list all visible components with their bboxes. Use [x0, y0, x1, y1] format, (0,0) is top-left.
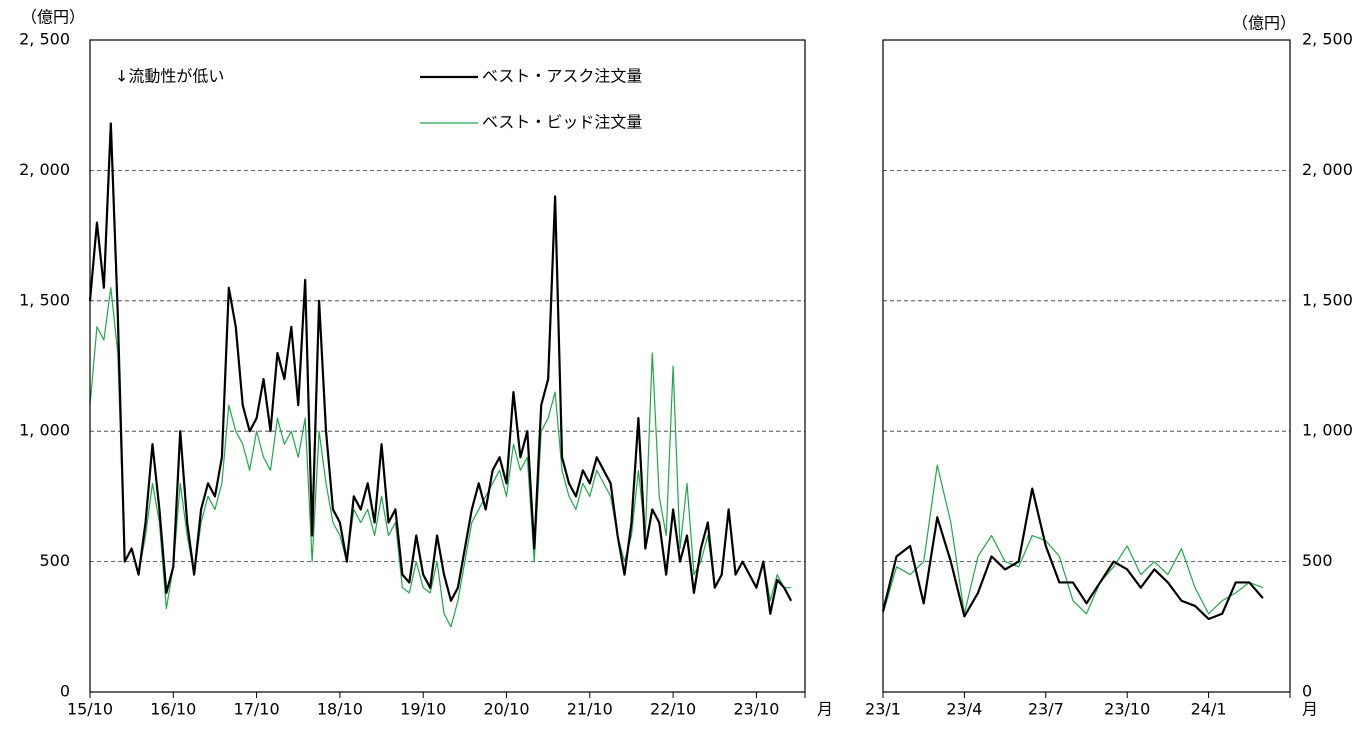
y-tick-label: 0 — [60, 682, 70, 701]
x-tick-label: 20/10 — [483, 700, 529, 719]
plot-frame — [882, 39, 1291, 693]
x-tick-label: 21/10 — [567, 700, 613, 719]
x-tick-label: 16/10 — [150, 700, 196, 719]
legend-label: ベスト・アスク注文量 — [482, 67, 642, 86]
annotation: ↓流動性が低い — [115, 67, 224, 86]
x-tick-label: 23/10 — [733, 700, 779, 719]
y-tick-label: 1, 000 — [1302, 421, 1353, 440]
y-tick-label: 1, 500 — [19, 290, 70, 309]
series-line — [89, 287, 792, 628]
x-unit: 月 — [817, 700, 833, 719]
legend-label: ベスト・ビッド注文量 — [482, 113, 642, 132]
series-line — [882, 464, 1264, 615]
series-line — [88, 122, 793, 615]
y-unit: （億円） — [21, 8, 85, 27]
x-tick-label: 18/10 — [317, 700, 363, 719]
x-tick-label: 15/10 — [67, 700, 113, 719]
y-tick-label: 2, 500 — [19, 30, 70, 49]
y-tick-label: 2, 000 — [19, 160, 70, 179]
y-unit: （億円） — [1232, 14, 1296, 33]
x-tick-label: 22/10 — [650, 700, 696, 719]
x-tick-label: 19/10 — [400, 700, 446, 719]
x-tick-label: 17/10 — [234, 700, 280, 719]
y-tick-label: 1, 500 — [1302, 290, 1353, 309]
plot-frame — [89, 39, 806, 693]
x-tick-label: 23/1 — [865, 700, 901, 719]
x-tick-label: 23/10 — [1104, 700, 1150, 719]
series-line — [881, 487, 1264, 621]
y-tick-label: 500 — [1302, 551, 1333, 570]
x-unit: 月 — [1302, 700, 1318, 719]
x-tick-label: 23/4 — [946, 700, 982, 719]
x-tick-label: 24/1 — [1191, 700, 1227, 719]
y-tick-label: 2, 500 — [1302, 30, 1353, 49]
y-tick-label: 1, 000 — [19, 421, 70, 440]
y-tick-label: 500 — [39, 551, 70, 570]
x-tick-label: 23/7 — [1028, 700, 1064, 719]
y-tick-label: 2, 000 — [1302, 160, 1353, 179]
y-tick-label: 0 — [1302, 682, 1312, 701]
